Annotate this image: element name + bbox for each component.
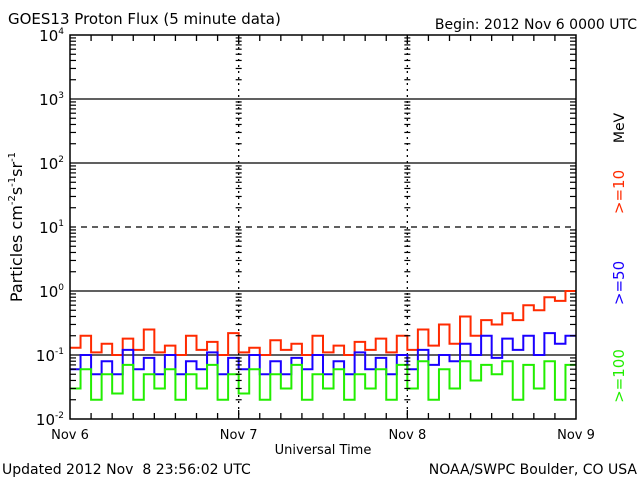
legend-unit: MeV [612, 112, 628, 143]
y-tick-label: 103 [39, 91, 64, 109]
y-tick-base: 10 [39, 27, 58, 45]
y-tick-exponent: 2 [58, 155, 64, 165]
plot-frame [69, 34, 577, 420]
series-line-ge10 [70, 290, 576, 356]
begin-time: Begin: 2012 Nov 6 0000 UTC [435, 17, 637, 33]
series-group [70, 290, 576, 401]
x-tick-label: Nov 7 [220, 428, 258, 443]
y-tick-label: 100 [39, 283, 64, 301]
y-tick-label: 104 [39, 27, 64, 45]
y-axis-label-exp2: -1 [7, 177, 18, 187]
y-axis-label: Particles cm-2s-1sr-1 [7, 152, 26, 302]
y-tick-label: 101 [39, 219, 64, 237]
y-tick-base: 10 [36, 411, 55, 429]
x-axis-label: Universal Time [275, 443, 372, 458]
y-tick-exponent: 4 [58, 27, 64, 37]
y-tick-exponent: -1 [55, 347, 64, 357]
x-tick-label: Nov 9 [557, 428, 595, 443]
y-tick-base: 10 [36, 347, 55, 365]
y-tick-exponent: -2 [55, 411, 64, 421]
updated-timestamp: Updated 2012 Nov 8 23:56:02 UTC [2, 462, 251, 478]
series-line-ge50 [70, 332, 576, 376]
x-tick-label: Nov 6 [51, 428, 89, 443]
axis-ticks [70, 35, 576, 419]
chart-title: GOES13 Proton Flux (5 minute data) [8, 10, 281, 28]
y-tick-exponent: 1 [58, 219, 64, 229]
y-tick-exponent: 3 [58, 91, 64, 101]
y-tick-exponent: 0 [58, 283, 64, 293]
y-axis-label-sr: sr [7, 162, 26, 177]
source-credit: NOAA/SWPC Boulder, CO USA [429, 462, 638, 478]
y-tick-base: 10 [39, 155, 58, 173]
legend-ge100: >=100 [610, 349, 628, 403]
y-axis-label-s: s [7, 187, 26, 195]
y-tick-label: 10-2 [36, 411, 64, 429]
y-axis-label-exp1: -2 [7, 195, 18, 205]
y-axis-label-exp3: -1 [7, 152, 18, 162]
y-tick-label: 102 [39, 155, 64, 173]
legend-ge50: >=50 [610, 261, 628, 305]
y-tick-label: 10-1 [36, 347, 64, 365]
x-tick-labels: Nov 6 Nov 7 Nov 8 Nov 9 [51, 428, 595, 443]
x-tick-label: Nov 8 [388, 428, 426, 443]
y-tick-base: 10 [39, 219, 58, 237]
y-tick-base: 10 [39, 283, 58, 301]
y-axis-label-base: Particles cm [7, 205, 26, 302]
legend-ge10: >=10 [610, 170, 628, 214]
y-tick-base: 10 [39, 91, 58, 109]
series-line-ge100 [70, 360, 576, 401]
